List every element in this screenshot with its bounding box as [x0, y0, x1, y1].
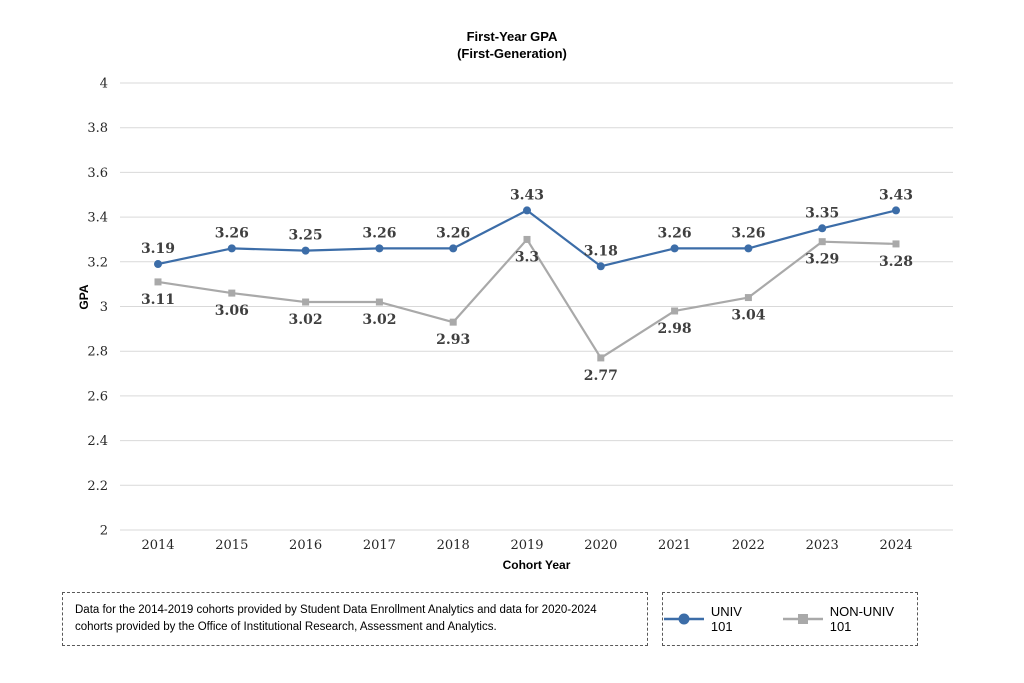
y-axis-tick-label: 2.6 [87, 389, 108, 404]
data-point-label: 3.26 [731, 225, 765, 241]
footnote-box: Data for the 2014-2019 cohorts provided … [62, 592, 648, 646]
x-axis-tick-label: 2021 [658, 538, 691, 553]
data-point-label: 3.29 [805, 252, 839, 268]
data-point-marker [523, 206, 531, 215]
data-point-marker [375, 298, 383, 306]
data-point-marker [154, 278, 162, 286]
chart-title: First-Year GPA (First-Generation) [0, 28, 1024, 62]
data-point-label: 3.26 [658, 225, 692, 241]
x-axis-tick-label: 2014 [141, 538, 174, 553]
y-axis-tick-label: 2 [100, 524, 108, 539]
chart-title-line2: (First-Generation) [457, 46, 567, 61]
data-point-marker [818, 224, 827, 233]
data-point-label: 3.04 [731, 308, 765, 324]
data-point-label: 3.18 [584, 243, 618, 259]
data-point-marker [597, 354, 605, 362]
data-point-label: 3.02 [362, 312, 396, 328]
y-axis-tick-label: 4 [100, 77, 108, 92]
legend-item-non-univ101: NON-UNIV 101 [782, 604, 917, 634]
legend-label-non-univ101: NON-UNIV 101 [829, 604, 894, 634]
legend-item-univ101: UNIV 101 [663, 604, 766, 634]
legend-label-univ101: UNIV 101 [710, 604, 742, 634]
x-axis-tick-label: 2016 [289, 538, 322, 553]
data-point-label: 3.06 [215, 303, 249, 319]
data-point-label: 3.26 [215, 225, 249, 241]
data-point-label: 3.28 [879, 254, 913, 270]
y-axis-tick-label: 3.2 [87, 255, 108, 270]
y-axis-tick-label: 3.8 [87, 121, 108, 136]
footnote-text: Data for the 2014-2019 cohorts provided … [75, 603, 597, 633]
y-axis-tick-label: 2.4 [87, 434, 108, 449]
data-point-label: 2.98 [658, 321, 692, 337]
data-point-marker [375, 244, 384, 253]
data-point-label: 3.43 [510, 187, 544, 203]
data-point-label: 3.25 [289, 228, 323, 244]
data-point-marker [744, 244, 753, 253]
chart-title-line1: First-Year GPA [466, 29, 558, 44]
x-axis-tick-label: 2022 [732, 538, 765, 553]
data-point-label: 3.43 [879, 187, 913, 203]
data-point-label: 3.35 [805, 205, 839, 221]
data-point-marker [301, 246, 310, 255]
x-axis-tick-label: 2023 [806, 538, 839, 553]
data-point-marker [671, 307, 679, 315]
data-point-marker [892, 240, 900, 248]
data-point-marker [744, 294, 752, 302]
y-axis-tick-label: 3.6 [87, 166, 108, 181]
x-axis-tick-label: 2018 [437, 538, 470, 553]
x-axis-tick-label: 2024 [879, 538, 912, 553]
data-point-marker [449, 244, 458, 253]
data-point-marker [818, 238, 826, 246]
data-point-marker [523, 235, 531, 243]
data-point-marker [892, 206, 900, 215]
data-point-marker [228, 289, 236, 297]
line-square-marker-icon [782, 614, 823, 624]
y-axis-title: GPA [77, 284, 91, 310]
data-point-label: 3.19 [141, 241, 175, 257]
line-circle-marker-icon [664, 613, 704, 625]
data-point-label: 2.93 [436, 332, 470, 348]
data-point-label: 3.02 [289, 312, 323, 328]
data-point-marker [154, 260, 162, 269]
legend: UNIV 101 NON-UNIV 101 [662, 592, 918, 646]
data-point-marker [449, 318, 457, 326]
x-axis-title: Cohort Year [502, 558, 571, 572]
data-point-marker [302, 298, 310, 306]
data-point-label: 3.11 [141, 292, 175, 308]
x-axis-tick-label: 2017 [363, 538, 396, 553]
y-axis-tick-label: 3 [100, 300, 108, 315]
data-point-marker [670, 244, 679, 253]
data-point-label: 3.26 [362, 225, 396, 241]
y-axis-tick-label: 2.2 [87, 479, 108, 494]
data-point-label: 3.26 [436, 225, 470, 241]
data-point-label: 2.77 [584, 368, 618, 384]
x-axis-tick-label: 2019 [510, 538, 543, 553]
x-axis-tick-label: 2020 [584, 538, 617, 553]
data-point-marker [227, 244, 236, 253]
x-axis-tick-label: 2015 [215, 538, 248, 553]
y-axis-tick-label: 3.4 [87, 211, 108, 226]
data-point-label: 3.3 [515, 249, 539, 265]
data-point-marker [596, 262, 605, 271]
y-axis-tick-label: 2.8 [87, 345, 108, 360]
